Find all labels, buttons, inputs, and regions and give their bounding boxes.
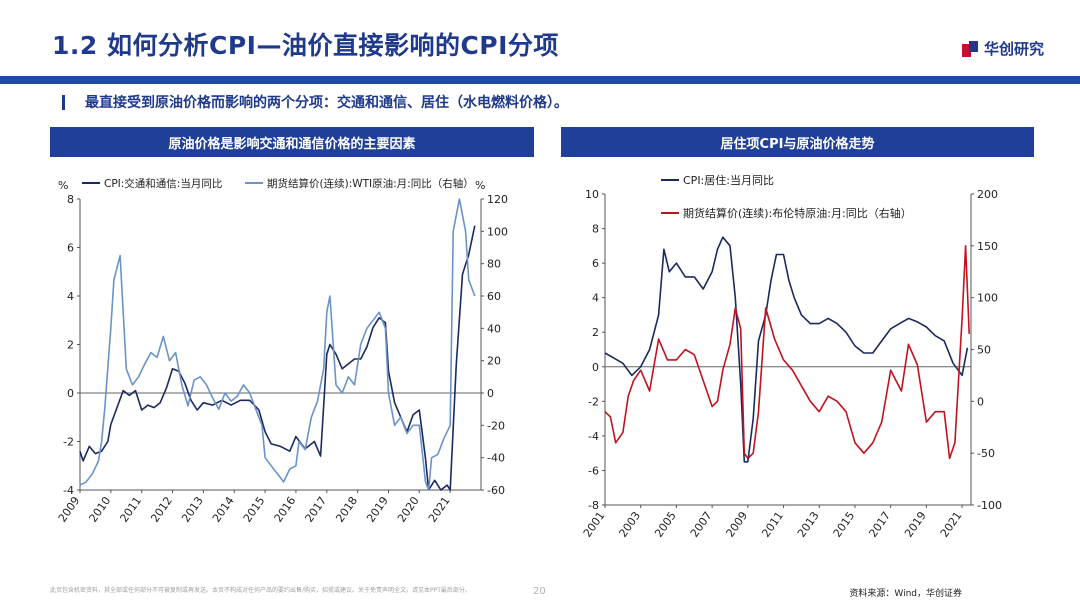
y-tick-label: 8 — [67, 193, 74, 206]
x-tick-label: 2011 — [759, 509, 786, 539]
x-tick-label: 2005 — [652, 509, 679, 539]
y2-tick-label: 80 — [487, 258, 501, 271]
y2-tick-label: -100 — [977, 499, 1002, 512]
disclaimer: 此页包含机密资料，其全部或任何部分不可被复制或再发送。本页不构成对任何产品的要约… — [50, 587, 471, 594]
x-tick-label: 2021 — [426, 494, 453, 524]
header-divider — [0, 76, 1080, 84]
series-line-0 — [604, 236, 969, 463]
x-tick-label: 2009 — [56, 494, 83, 524]
y2-tick-label: -40 — [487, 452, 505, 465]
chart-housing-vs-brent: -8 -6 -4 -2 0 2 4 6 8 10 -100 -50 0 50 100 150 200 2001 20… — [581, 173, 1002, 540]
y2-tick-label: 200 — [977, 188, 998, 201]
x-tick-label: 2015 — [241, 494, 268, 524]
source-note: 资料来源：Wind，华创证券 — [849, 589, 962, 599]
y-tick-label: -2 — [588, 395, 599, 408]
page-title: 1.2 如何分析CPI—油价直接影响的CPI分项 — [52, 31, 559, 60]
y-tick-label: 4 — [592, 292, 599, 305]
x-tick-label: 2010 — [87, 494, 114, 524]
y2-tick-label: 100 — [977, 292, 998, 305]
x-tick-label: 2019 — [364, 494, 391, 524]
series-line-1 — [79, 198, 476, 491]
series-line-1 — [604, 245, 970, 460]
y-tick-label: 0 — [67, 387, 74, 400]
x-tick-label: 2014 — [210, 494, 237, 524]
y2-tick-label: 50 — [977, 344, 991, 357]
right-panel-title: 居住项CPI与原油价格走势 — [561, 127, 1034, 157]
logo-text: 华创研究 — [983, 40, 1044, 58]
logo-icon — [961, 40, 978, 57]
x-tick-label: 2020 — [395, 494, 422, 524]
x-tick-label: 2009 — [724, 509, 751, 539]
x-tick-label: 2016 — [272, 494, 299, 524]
left-panel-title: 原油价格是影响交通和通信价格的主要因素 — [50, 127, 534, 157]
y2-tick-label: 60 — [487, 290, 501, 303]
brand-logo: 华创研究 — [961, 38, 1044, 59]
y2-tick-label: -50 — [977, 447, 995, 460]
x-tick-label: 2003 — [616, 509, 643, 539]
y2-tick-label: 0 — [487, 387, 494, 400]
y2-tick-label: 100 — [487, 225, 508, 238]
y-tick-label: -2 — [63, 436, 74, 449]
x-tick-label: 2013 — [179, 494, 206, 524]
y2-tick-label: 40 — [487, 322, 501, 335]
x-tick-label: 2017 — [866, 509, 893, 539]
y2-tick-label: 120 — [487, 193, 508, 206]
subtitle-text: 最直接受到原油价格而影响的两个分项：交通和通信、居住（水电燃料价格）。 — [85, 95, 568, 111]
page-number: 20 — [533, 586, 546, 597]
y2-tick-label: -20 — [487, 419, 505, 432]
subtitle-marker — [62, 94, 65, 110]
legend-label-0: CPI:居住:当月同比 — [683, 173, 774, 187]
y2-tick-label: 0 — [977, 395, 984, 408]
y2-unit-label: % — [475, 179, 485, 192]
x-tick-label: 2021 — [938, 509, 965, 539]
y-tick-label: 6 — [592, 257, 599, 270]
y-tick-label: 2 — [67, 339, 74, 352]
legend-label-1: 期货结算价(连续):WTI原油:月:同比（右轴） — [267, 177, 474, 190]
y-tick-label: 6 — [67, 242, 74, 255]
x-tick-label: 2007 — [688, 509, 715, 539]
y-tick-label: 0 — [592, 361, 599, 374]
y-tick-label: 8 — [592, 223, 599, 236]
subtitle: 最直接受到原油价格而影响的两个分项：交通和通信、居住（水电燃料价格）。 — [62, 92, 568, 112]
y2-tick-label: 150 — [977, 240, 998, 253]
x-tick-label: 2019 — [902, 509, 929, 539]
x-tick-label: 2018 — [333, 494, 360, 524]
y-tick-label: 2 — [592, 326, 599, 339]
y-tick-label: -4 — [588, 430, 599, 443]
x-tick-label: 2001 — [581, 509, 608, 539]
y2-tick-label: 20 — [487, 355, 501, 368]
legend-label-1: 期货结算价(连续):布伦特原油:月:同比（右轴） — [683, 206, 912, 220]
x-tick-label: 2015 — [831, 509, 858, 539]
legend-label-0: CPI:交通和通信:当月同比 — [104, 177, 222, 190]
x-tick-label: 2012 — [148, 494, 175, 524]
y-tick-label: -6 — [588, 464, 599, 477]
y-unit-label: % — [58, 179, 68, 192]
y-tick-label: -8 — [588, 499, 599, 512]
y-tick-label: -4 — [63, 484, 74, 497]
x-tick-label: 2013 — [795, 509, 822, 539]
y-tick-label: 10 — [585, 188, 599, 201]
y2-tick-label: -60 — [487, 484, 505, 497]
y-tick-label: 4 — [67, 290, 74, 303]
series-line-0 — [79, 225, 476, 491]
x-tick-label: 2017 — [303, 494, 330, 524]
x-tick-label: 2011 — [117, 494, 144, 524]
